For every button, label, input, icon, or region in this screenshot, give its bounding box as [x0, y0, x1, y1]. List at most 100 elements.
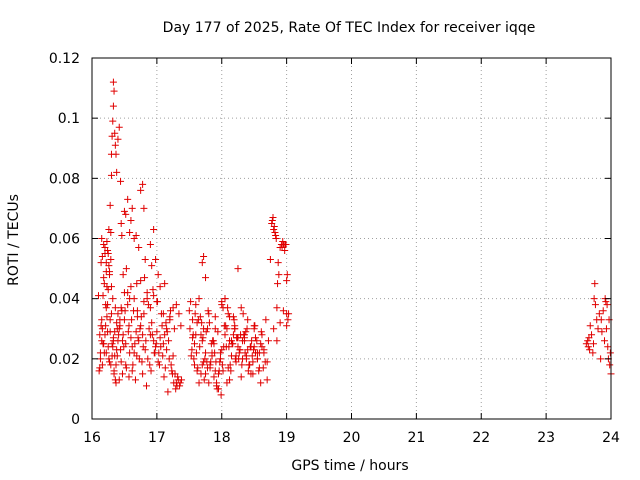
data-point: [117, 358, 125, 366]
data-point: [103, 283, 111, 291]
data-point: [257, 379, 265, 387]
data-point: [117, 219, 125, 227]
data-point: [226, 337, 234, 345]
data-point: [255, 364, 263, 372]
data-point: [103, 313, 111, 321]
data-point: [120, 343, 128, 351]
data-point: [106, 201, 114, 209]
data-point: [241, 349, 249, 357]
data-point: [226, 361, 234, 369]
data-point: [192, 301, 200, 309]
data-point: [100, 241, 108, 249]
data-point: [107, 171, 115, 179]
data-point: [143, 289, 151, 297]
data-point: [131, 376, 139, 384]
data-point: [208, 349, 216, 357]
data-point: [602, 298, 610, 306]
data-point: [118, 337, 126, 345]
data-point: [121, 307, 129, 315]
data-point: [152, 256, 160, 264]
data-point: [98, 316, 106, 324]
data-point: [122, 364, 130, 372]
data-point: [198, 361, 206, 369]
data-point: [98, 253, 106, 261]
data-point: [588, 331, 596, 339]
data-point: [143, 295, 151, 303]
data-point: [595, 310, 603, 318]
data-point: [260, 349, 268, 357]
data-point: [161, 280, 169, 288]
data-point: [153, 328, 161, 336]
data-point: [113, 325, 121, 333]
data-point: [106, 358, 114, 366]
data-point: [194, 364, 202, 372]
data-point: [188, 346, 196, 354]
x-tick-label: 24: [602, 430, 620, 446]
data-point: [227, 367, 235, 375]
data-point: [117, 177, 125, 185]
data-point: [177, 322, 185, 330]
x-tick-labels: 16 17 18 19 20 21 22 23 24: [83, 430, 620, 446]
data-point: [218, 298, 226, 306]
data-point: [251, 334, 259, 342]
grid-layer: [92, 58, 611, 419]
data-point: [203, 325, 211, 333]
data-point: [141, 274, 149, 282]
data-point: [238, 361, 246, 369]
data-point: [126, 349, 134, 357]
data-point: [104, 286, 112, 294]
data-point: [276, 319, 284, 327]
data-point: [273, 304, 281, 312]
data-point: [233, 334, 241, 342]
data-point: [221, 331, 229, 339]
data-point: [196, 343, 204, 351]
data-point: [244, 316, 252, 324]
data-point: [174, 373, 182, 381]
data-point: [597, 355, 605, 363]
data-point: [174, 376, 182, 384]
data-point: [283, 322, 291, 330]
data-point: [168, 367, 176, 375]
data-point: [139, 331, 147, 339]
data-point: [160, 373, 168, 381]
data-point: [219, 367, 227, 375]
data-point: [114, 135, 122, 143]
data-point: [273, 337, 281, 345]
data-point: [272, 235, 280, 242]
data-point: [102, 259, 110, 267]
data-point: [279, 307, 287, 315]
data-point: [605, 316, 613, 324]
data-point: [137, 313, 145, 321]
data-point: [216, 355, 224, 363]
data-point: [100, 274, 108, 282]
data-point: [263, 358, 271, 366]
data-point: [150, 225, 158, 233]
data-point: [108, 352, 116, 360]
data-point: [234, 343, 242, 351]
data-point: [281, 247, 289, 255]
data-point: [106, 316, 114, 324]
data-point: [104, 343, 112, 351]
data-point: [250, 325, 258, 333]
data-point: [110, 87, 118, 95]
data-point: [185, 307, 193, 315]
data-point: [195, 295, 203, 303]
data-point: [586, 322, 594, 330]
x-tick-label: 16: [83, 430, 101, 446]
data-point: [249, 358, 257, 366]
data-point: [263, 376, 271, 384]
data-point: [586, 346, 594, 354]
data-point: [107, 256, 115, 264]
data-point: [218, 361, 226, 369]
data-point: [107, 361, 115, 369]
data-point: [274, 280, 282, 288]
data-point: [103, 238, 111, 246]
data-point: [124, 195, 132, 203]
data-point: [96, 355, 104, 363]
data-point: [107, 228, 115, 236]
data-point: [591, 280, 599, 288]
data-point: [111, 141, 119, 149]
data-point: [218, 346, 226, 354]
data-point: [269, 213, 277, 221]
data-point: [124, 301, 132, 309]
